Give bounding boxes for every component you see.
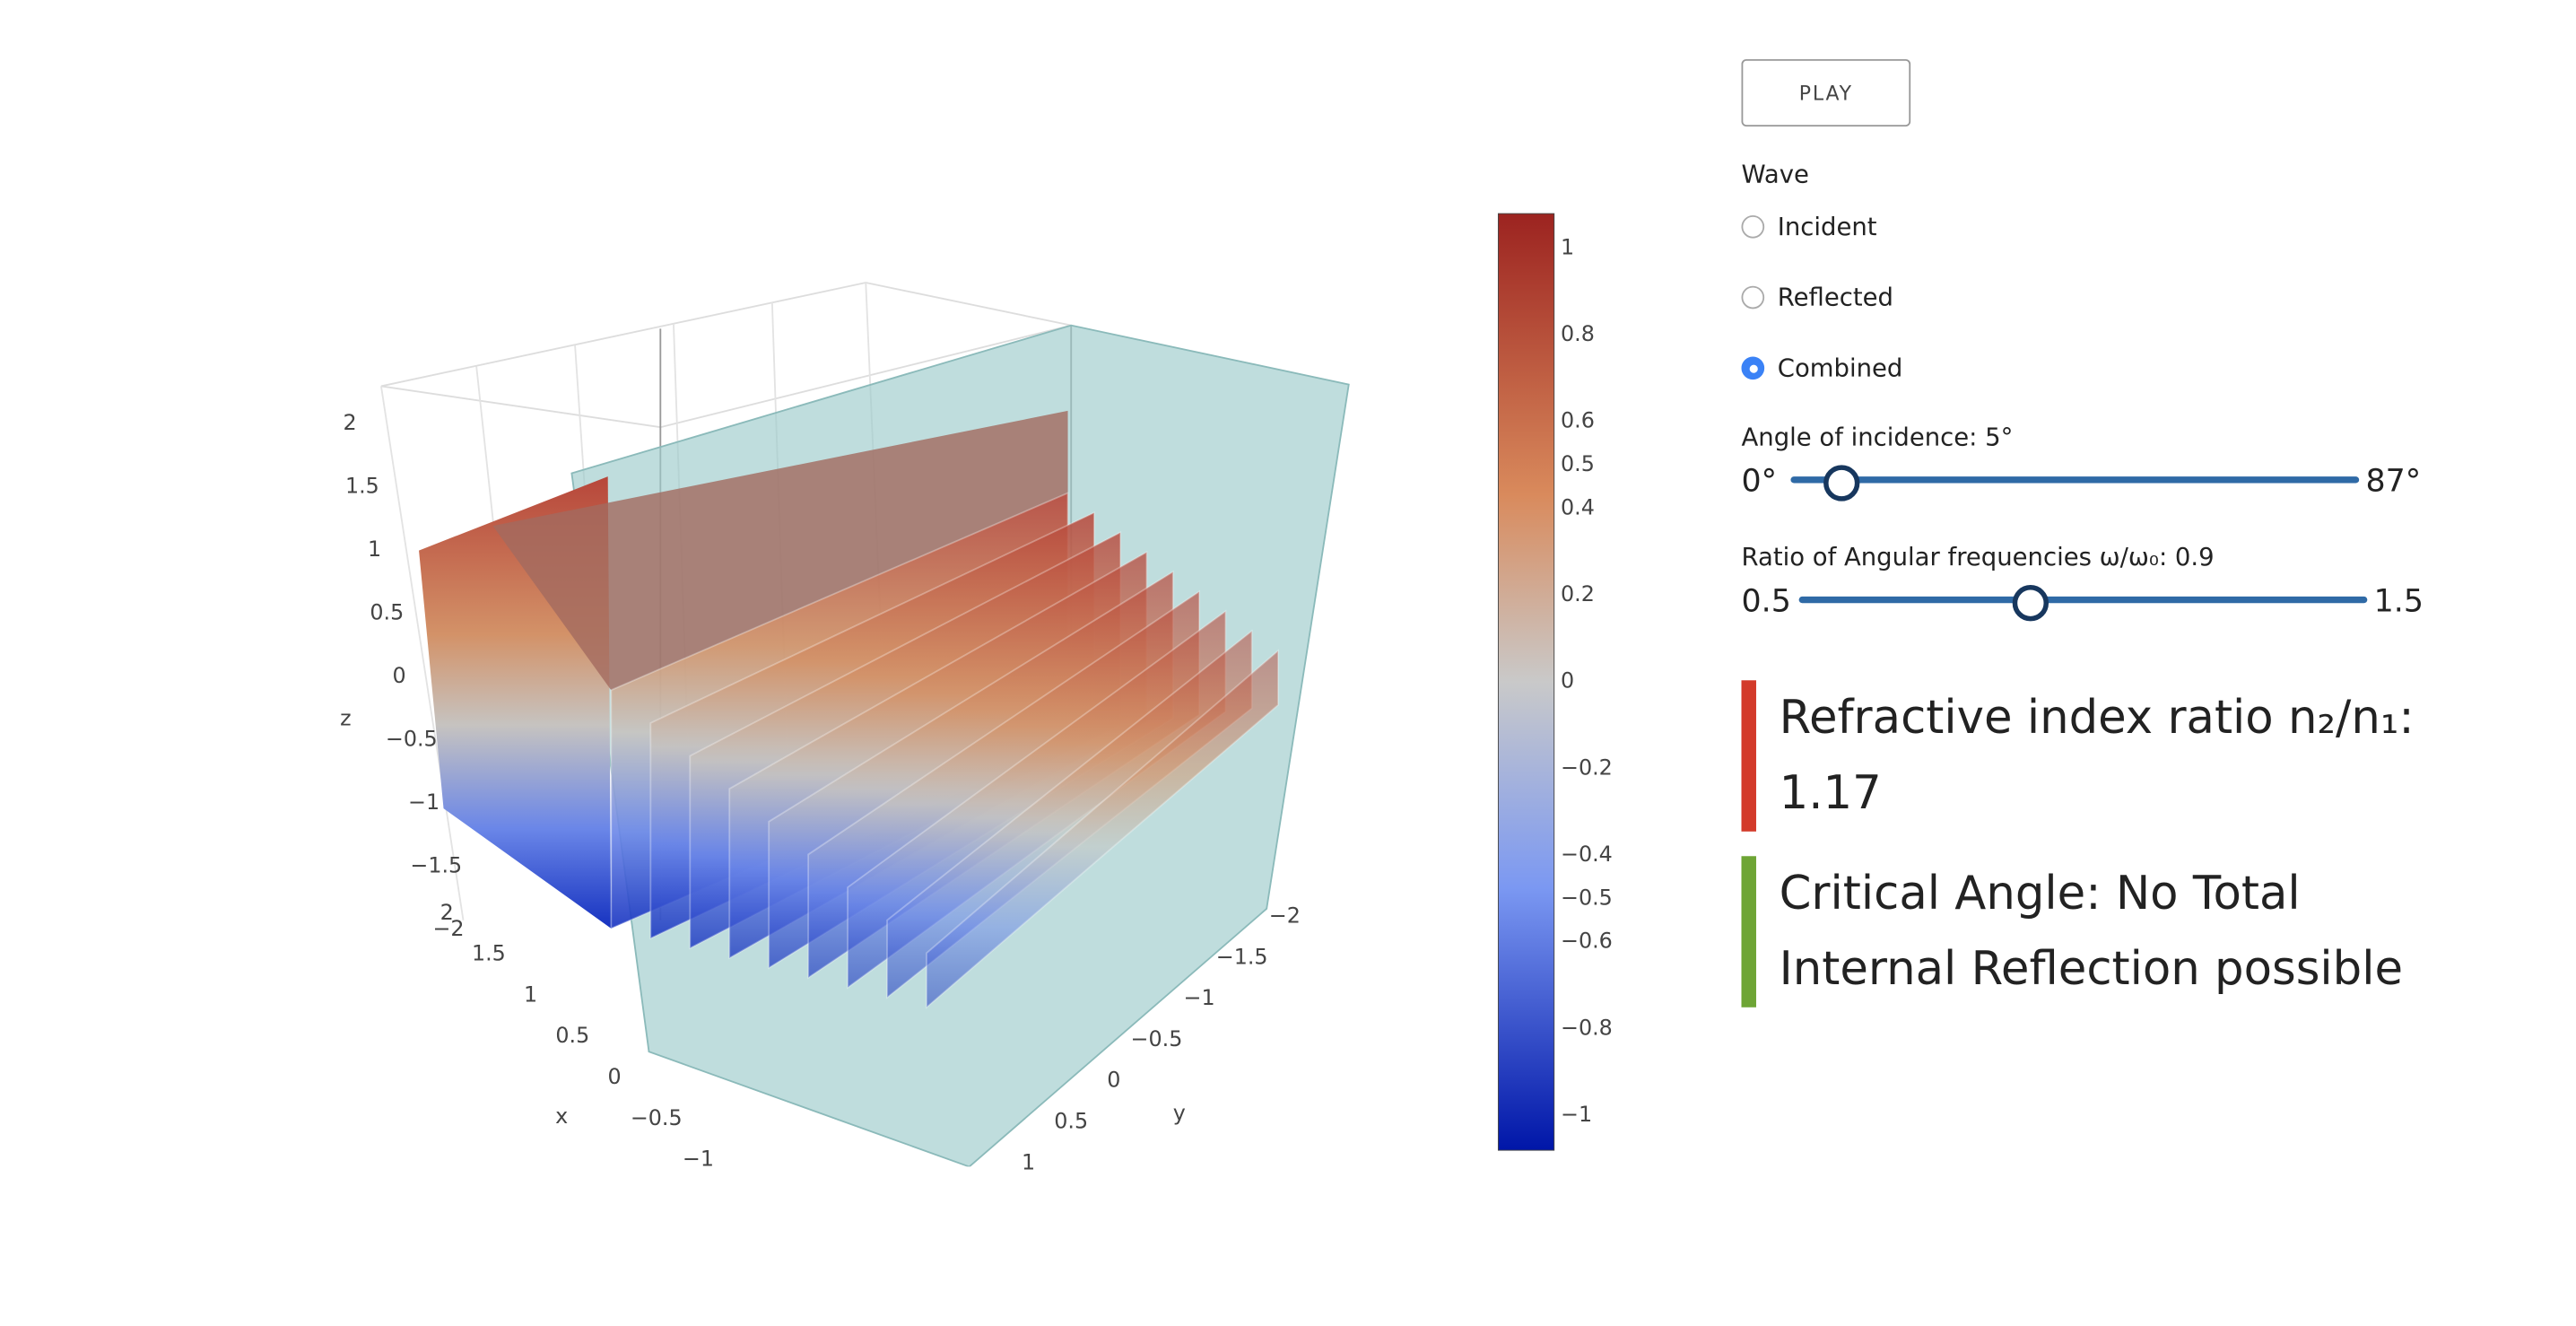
x-tick-label: 1.5 bbox=[472, 941, 506, 966]
surface-ridges bbox=[610, 492, 1279, 1009]
x-tick-label: 0 bbox=[607, 1064, 621, 1089]
x-tick-label: 2 bbox=[440, 900, 454, 925]
z-tick-label: −1 bbox=[408, 789, 439, 815]
colorbar-tick-label: −0.5 bbox=[1561, 885, 1613, 910]
x-tick-label: −1 bbox=[683, 1147, 714, 1172]
z-tick-label: 1 bbox=[368, 537, 381, 562]
wave-label: Wave bbox=[1741, 159, 1809, 189]
x-axis-title: x bbox=[555, 1104, 568, 1129]
colorbar bbox=[1497, 213, 1555, 1151]
colorbar-tick-label: 0.2 bbox=[1561, 581, 1595, 606]
colorbar-tick-label: 0.8 bbox=[1561, 321, 1595, 346]
ratio-slider-track[interactable] bbox=[1798, 596, 2368, 604]
ridge bbox=[926, 649, 1279, 1009]
critical-box: Critical Angle: No Total Internal Reflec… bbox=[1741, 856, 2485, 1008]
colorbar-tick-label: −0.8 bbox=[1561, 1015, 1613, 1040]
y-tick-label: −2 bbox=[1269, 903, 1301, 929]
angle-min: 0° bbox=[1741, 463, 1778, 500]
wave-radio[interactable]: Reflected bbox=[1741, 283, 1893, 312]
z-tick-label: 2 bbox=[344, 410, 357, 435]
z-tick-label: 0.5 bbox=[370, 600, 404, 625]
colorbar-tick-label: −0.6 bbox=[1561, 929, 1613, 954]
refractive-value: 1.17 bbox=[1779, 765, 1882, 820]
colorbar-tick-label: −0.2 bbox=[1561, 755, 1613, 780]
surface-top bbox=[492, 410, 1068, 691]
wave-radio[interactable]: Combined bbox=[1741, 353, 1902, 383]
refractive-text: Refractive index ratio n₂/n₁: bbox=[1779, 690, 2415, 745]
critical-text: Critical Angle: No Total Internal Reflec… bbox=[1779, 866, 2404, 996]
z-tick-label: 1.5 bbox=[345, 474, 379, 499]
radio-dot[interactable] bbox=[1741, 285, 1765, 310]
y-tick-label: 1 bbox=[1022, 1149, 1035, 1174]
ratio-min: 0.5 bbox=[1741, 583, 1791, 620]
wave-radio[interactable]: Incident bbox=[1741, 212, 1877, 242]
colorbar-tick-label: 0.5 bbox=[1561, 451, 1595, 476]
refractive-box: Refractive index ratio n₂/n₁: 1.17 bbox=[1741, 680, 2485, 832]
plot-3d: z x y 21.510.50−0.5−1−1.5−221.510.50−0.5… bbox=[340, 213, 1613, 1174]
y-tick-label: 0.5 bbox=[1054, 1108, 1088, 1133]
angle-slider-track[interactable] bbox=[1790, 476, 2360, 484]
ratio-max: 1.5 bbox=[2373, 583, 2424, 620]
colorbar-tick-label: 1 bbox=[1561, 234, 1574, 259]
radio-dot[interactable] bbox=[1741, 356, 1765, 380]
z-axis-title: z bbox=[340, 706, 351, 731]
y-tick-label: −1 bbox=[1184, 985, 1215, 1010]
colorbar-tick-label: 0.6 bbox=[1561, 408, 1595, 433]
y-tick-label: 0 bbox=[1107, 1068, 1120, 1093]
colorbar-tick-label: −1 bbox=[1561, 1102, 1592, 1127]
colorbar-tick-label: −0.4 bbox=[1561, 842, 1613, 867]
x-tick-label: −0.5 bbox=[631, 1105, 683, 1130]
z-tick-label: −2 bbox=[432, 916, 464, 941]
ratio-label: Ratio of Angular frequencies ω/ω₀: 0.9 bbox=[1741, 542, 2215, 572]
radio-label: Reflected bbox=[1777, 283, 1894, 313]
ratio-slider-knob[interactable] bbox=[2012, 585, 2049, 622]
radio-label: Combined bbox=[1777, 353, 1903, 383]
z-tick-label: −1.5 bbox=[410, 853, 462, 878]
y-tick-label: −1.5 bbox=[1216, 944, 1268, 969]
x-tick-label: 1 bbox=[524, 981, 537, 1007]
angle-max: 87° bbox=[2365, 463, 2422, 500]
colorbar-tick-label: 0.4 bbox=[1561, 494, 1595, 519]
y-axis-title: y bbox=[1173, 1100, 1186, 1125]
scene bbox=[380, 282, 1350, 1167]
play-button[interactable]: PLAY bbox=[1741, 58, 1911, 127]
x-tick-label: 0.5 bbox=[555, 1023, 589, 1048]
radio-label: Incident bbox=[1777, 212, 1877, 242]
z-tick-label: −0.5 bbox=[386, 727, 438, 752]
angle-label: Angle of incidence: 5° bbox=[1741, 422, 2014, 452]
y-tick-label: −0.5 bbox=[1131, 1026, 1183, 1051]
z-tick-label: 0 bbox=[393, 663, 406, 688]
radio-dot[interactable] bbox=[1741, 214, 1765, 239]
angle-slider-knob[interactable] bbox=[1823, 465, 1859, 502]
colorbar-tick-label: 0 bbox=[1561, 668, 1574, 694]
